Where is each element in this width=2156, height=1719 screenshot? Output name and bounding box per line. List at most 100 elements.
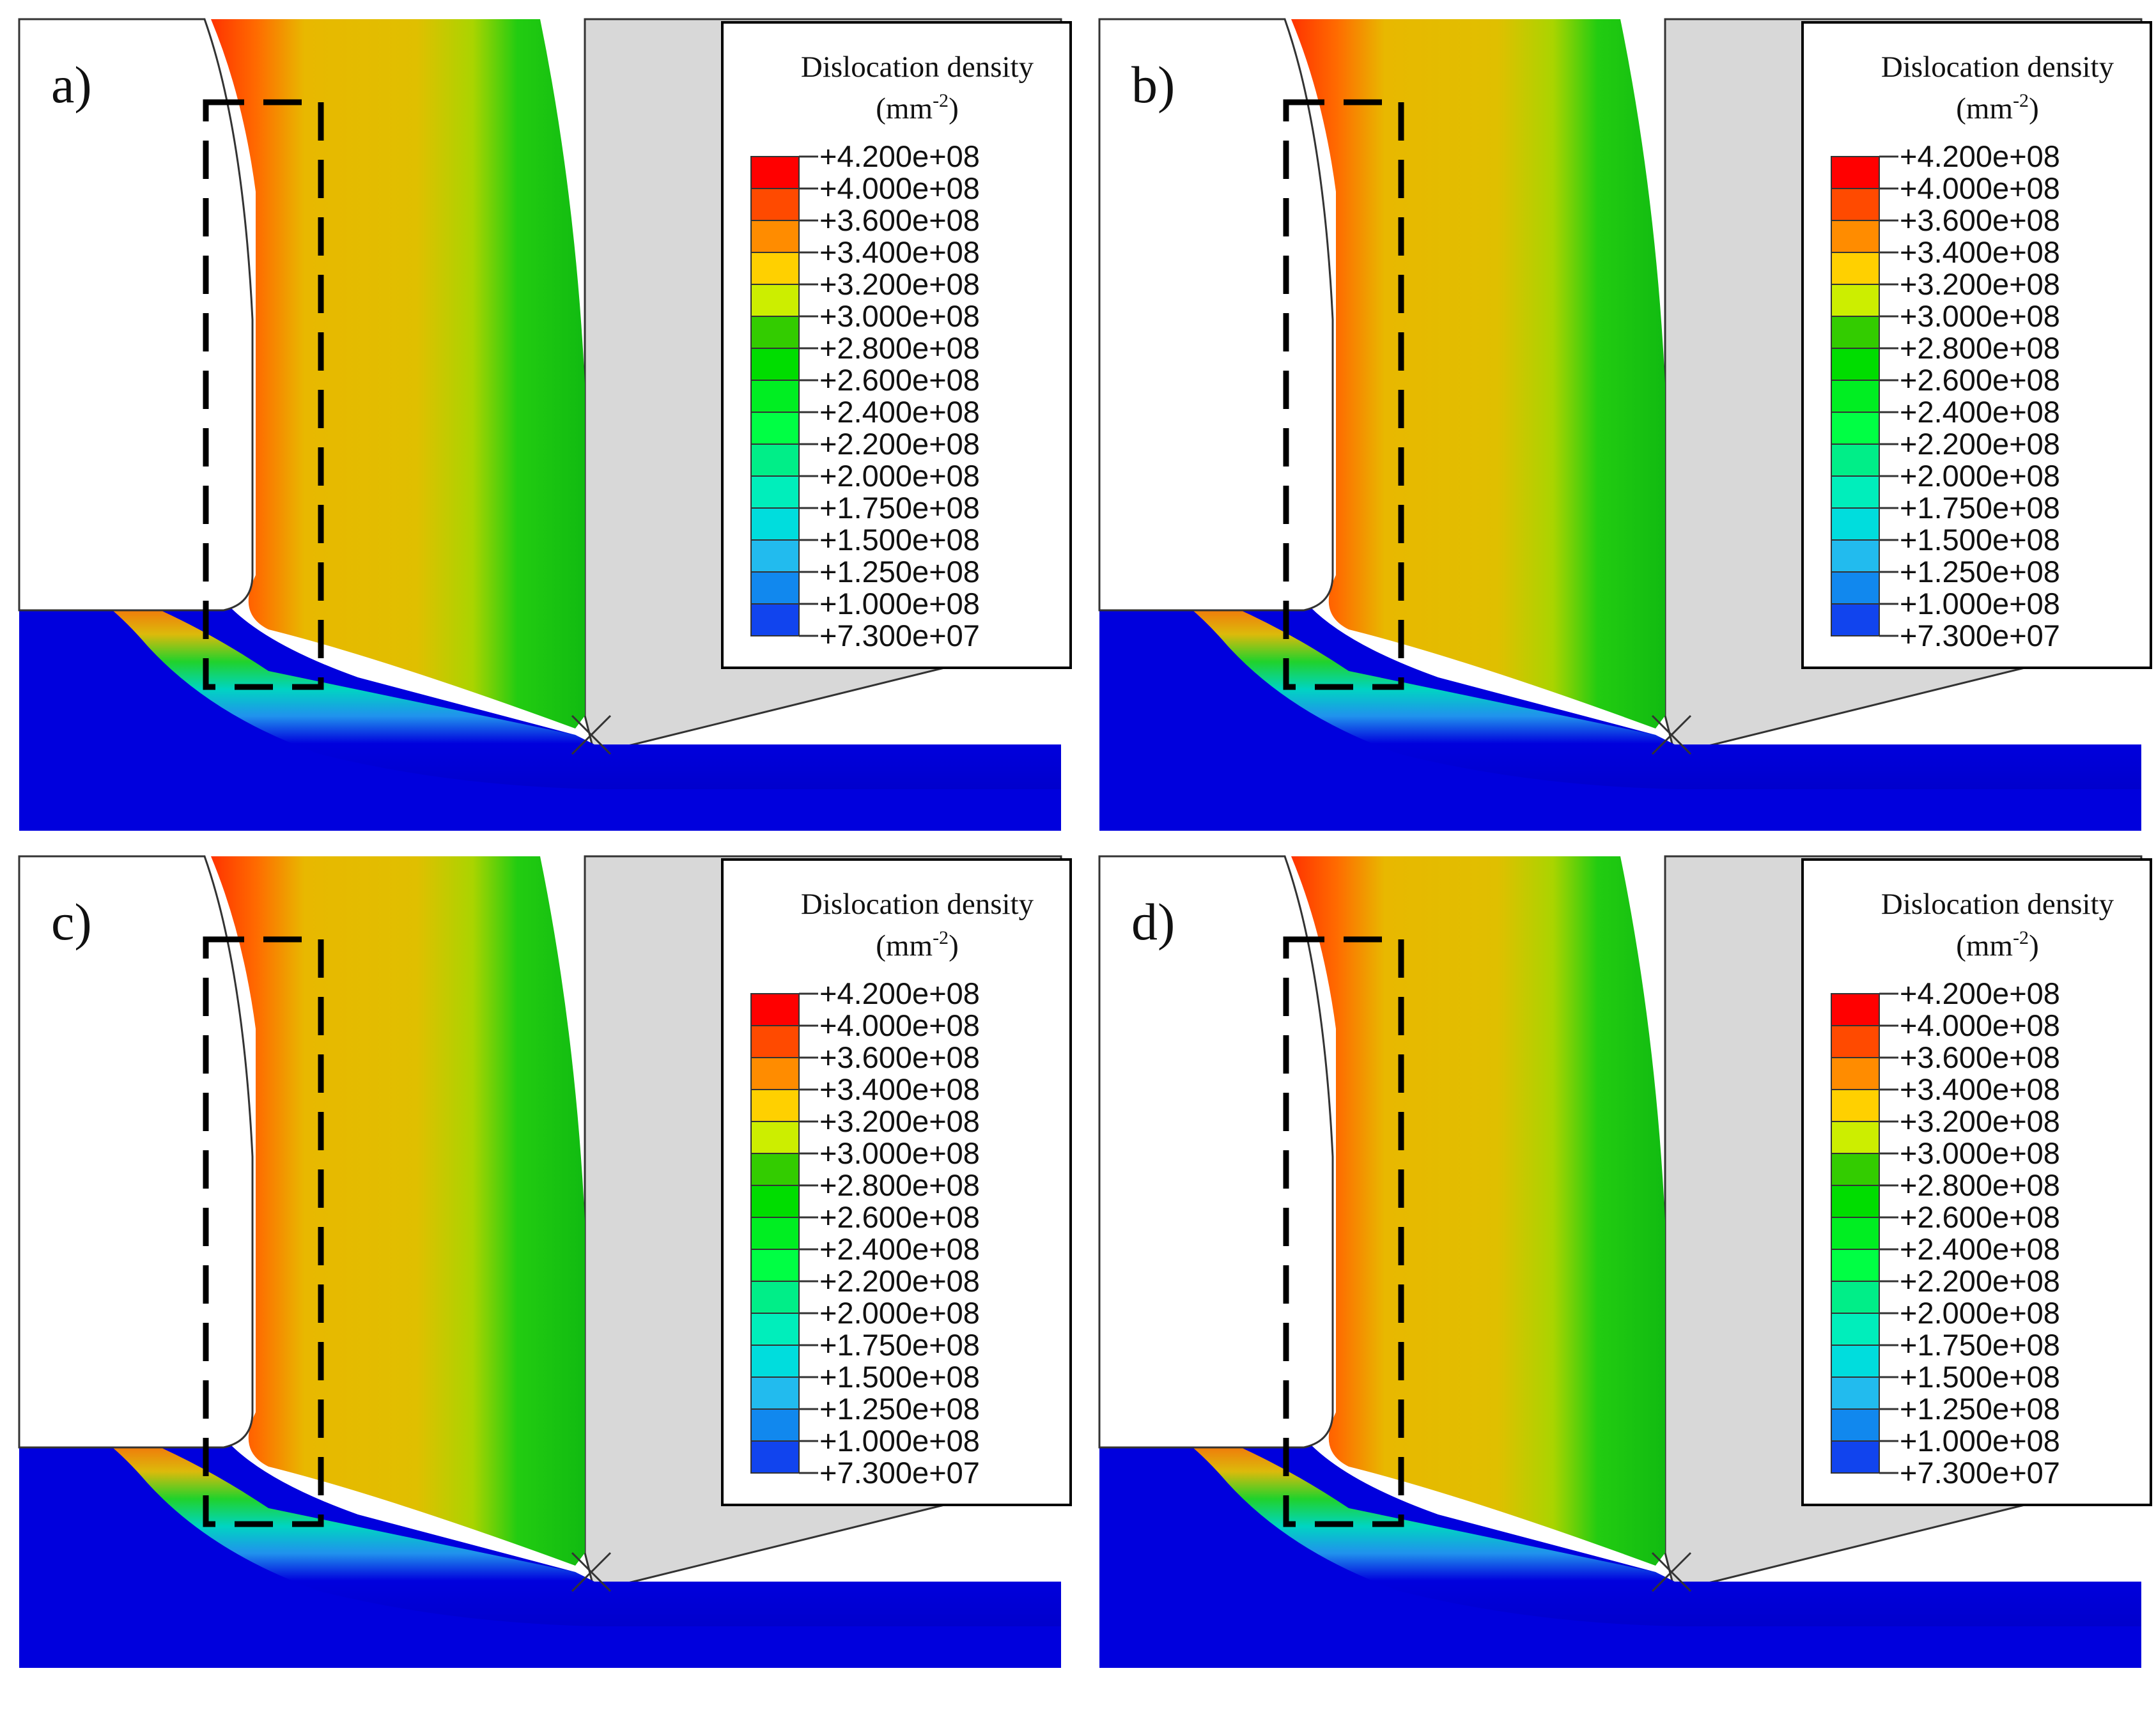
highlight-region-box <box>203 99 324 690</box>
legend-swatch <box>1831 1249 1880 1282</box>
legend-level-label: +2.800e+08 <box>819 1168 980 1202</box>
legend-swatch <box>1831 412 1880 445</box>
chip <box>211 19 585 728</box>
legend-swatch <box>1831 1185 1880 1218</box>
panel-label: c) <box>51 893 92 951</box>
legend-swatch <box>1831 993 1880 1026</box>
legend-swatch <box>1831 348 1880 381</box>
legend-unit: (mm-2) <box>1956 90 2038 125</box>
legend-swatch <box>750 507 800 541</box>
legend-level-label: +1.500e+08 <box>1900 1360 2060 1394</box>
legend: Dislocation density (mm-2) +4.200e+08+4.00… <box>721 858 1072 1506</box>
legend-swatch <box>750 443 800 477</box>
legend-swatch <box>750 1313 800 1346</box>
panel-b: b) Dislocation density (mm-2) +4.200e+08+4.… <box>1098 18 2152 831</box>
legend-level-label: +2.400e+08 <box>819 395 980 429</box>
legend-swatch <box>1831 188 1880 221</box>
highlight-region-box <box>1283 99 1404 690</box>
tool-tip-marker <box>571 714 612 755</box>
panel-d: d) Dislocation density (mm-2) +4.200e+08+4.… <box>1098 855 2152 1668</box>
legend-level-label: +2.400e+08 <box>819 1232 980 1266</box>
legend-level-label: +2.200e+08 <box>819 427 980 461</box>
legend-swatch <box>750 316 800 349</box>
tool-tip-marker <box>1651 714 1692 755</box>
chip-free-surface <box>1098 18 1334 612</box>
legend-swatch <box>1831 1217 1880 1250</box>
legend-title: Dislocation density <box>801 888 1034 921</box>
legend-level-label: +1.750e+08 <box>819 1328 980 1362</box>
legend: Dislocation density (mm-2) +4.200e+08+4.00… <box>1801 858 2152 1506</box>
legend-level-label: +1.750e+08 <box>1900 491 2060 525</box>
legend-title: Dislocation density <box>1881 50 2114 84</box>
legend-level-label: +2.800e+08 <box>1900 1168 2060 1202</box>
legend-level-label: +3.400e+08 <box>1900 235 2060 269</box>
legend-swatch <box>750 1089 800 1122</box>
legend-level-label: +4.200e+08 <box>819 976 980 1010</box>
chip <box>211 856 585 1566</box>
legend-unit: (mm-2) <box>876 927 958 962</box>
legend-swatch <box>750 380 800 413</box>
legend-swatch <box>1831 1345 1880 1378</box>
legend-level-label: +2.400e+08 <box>1900 1232 2060 1266</box>
legend-level-label: +3.200e+08 <box>819 1104 980 1138</box>
legend-swatch <box>750 188 800 221</box>
legend-swatch <box>750 1153 800 1186</box>
legend-swatch <box>750 993 800 1026</box>
legend-level-label: +1.500e+08 <box>819 523 980 557</box>
legend-level-label: +4.200e+08 <box>1900 139 2060 173</box>
legend-swatch <box>1831 1153 1880 1186</box>
legend-swatch <box>1831 1025 1880 1058</box>
legend-level-label: +1.000e+08 <box>1900 587 2060 621</box>
panel-c: c) Dislocation density (mm-2) +4.200e+08+4.… <box>18 855 1072 1668</box>
legend-level-label: +2.600e+08 <box>1900 363 2060 397</box>
legend-level-label: +2.600e+08 <box>819 1200 980 1234</box>
legend-level-label: +7.300e+07 <box>819 619 980 652</box>
legend-level-label: +2.800e+08 <box>1900 331 2060 365</box>
legend-swatch <box>750 1121 800 1154</box>
legend-level-label: +3.000e+08 <box>819 1136 980 1170</box>
legend-swatch <box>750 284 800 317</box>
legend-level-label: +3.000e+08 <box>1900 1136 2060 1170</box>
legend-level-label: +3.200e+08 <box>819 267 980 301</box>
chip <box>1291 19 1665 728</box>
legend-swatch <box>1831 284 1880 317</box>
legend-title: Dislocation density <box>1881 888 2114 921</box>
legend-swatch <box>750 539 800 573</box>
legend-swatch <box>750 1185 800 1218</box>
legend-level-label: +2.400e+08 <box>1900 395 2060 429</box>
chip-free-surface <box>1098 855 1334 1449</box>
legend-level-label: +2.200e+08 <box>819 1264 980 1298</box>
legend-level-label: +2.000e+08 <box>819 1296 980 1330</box>
legend-swatch <box>1831 316 1880 349</box>
legend-level-label: +3.600e+08 <box>819 203 980 237</box>
legend-swatch <box>750 1057 800 1090</box>
panel-label: a) <box>51 56 92 114</box>
legend-level-label: +1.250e+08 <box>1900 1392 2060 1426</box>
legend-level-label: +4.000e+08 <box>1900 1008 2060 1042</box>
legend-swatch <box>750 1025 800 1058</box>
legend-swatch <box>1831 539 1880 573</box>
panel-a: a) Dislocation density (mm-2) +4.200e+08+4.… <box>18 18 1072 831</box>
legend-level-label: +4.000e+08 <box>819 171 980 205</box>
tool-tip-marker <box>1651 1552 1692 1592</box>
legend-swatch <box>1831 156 1880 189</box>
legend-swatch <box>750 1440 800 1474</box>
legend-swatch <box>750 156 800 189</box>
legend-level-label: +3.000e+08 <box>1900 299 2060 333</box>
legend-level-label: +3.400e+08 <box>819 235 980 269</box>
highlight-region-box <box>203 936 324 1527</box>
highlight-region-box <box>1283 936 1404 1527</box>
legend-swatch <box>750 412 800 445</box>
legend-swatch <box>750 603 800 636</box>
legend-swatch <box>750 1345 800 1378</box>
legend-swatch <box>750 220 800 253</box>
legend-level-label: +1.750e+08 <box>819 491 980 525</box>
legend-level-label: +1.000e+08 <box>819 1424 980 1458</box>
legend-level-label: +7.300e+07 <box>1900 1456 2060 1490</box>
legend-level-label: +3.400e+08 <box>819 1072 980 1106</box>
legend-level-label: +2.600e+08 <box>1900 1200 2060 1234</box>
legend-level-label: +1.250e+08 <box>819 1392 980 1426</box>
legend-swatch <box>1831 1089 1880 1122</box>
legend-swatch <box>1831 1376 1880 1410</box>
